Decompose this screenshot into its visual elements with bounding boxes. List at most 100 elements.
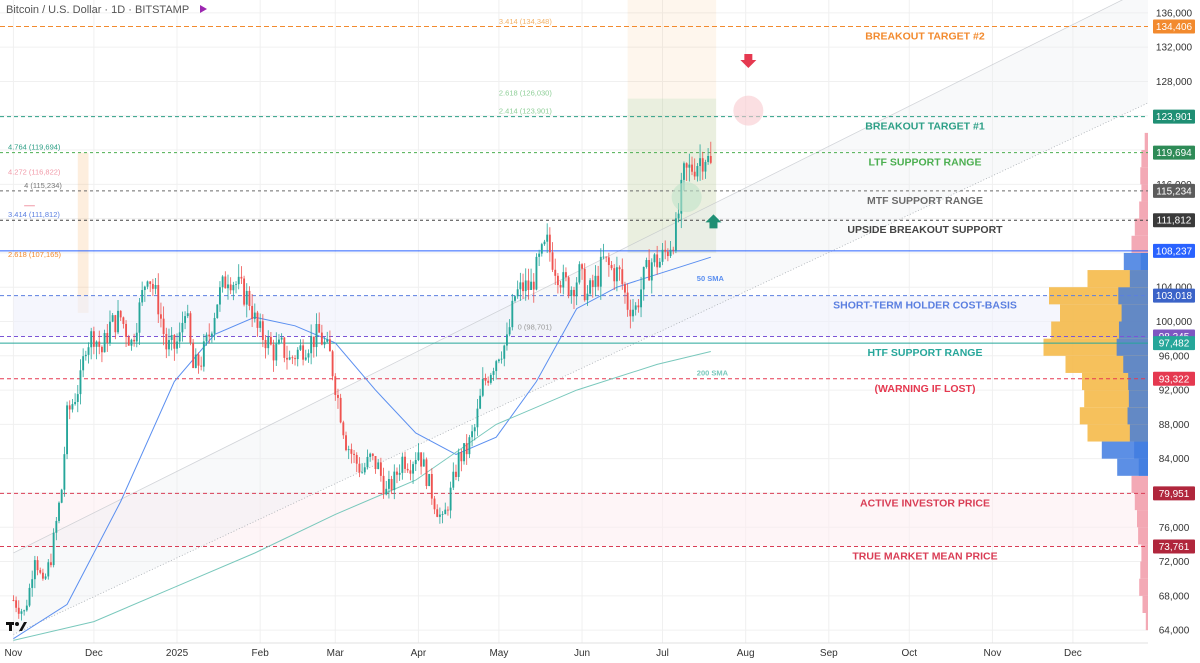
candle-body xyxy=(554,269,557,276)
candle-body xyxy=(387,479,390,489)
support-circle xyxy=(671,182,702,213)
candle-body xyxy=(47,562,50,577)
candle-body xyxy=(503,345,506,359)
candle-body xyxy=(653,254,656,263)
y-tick-label: 132,000 xyxy=(1156,43,1193,54)
candle-body xyxy=(618,267,621,270)
price-tag-bg xyxy=(1153,109,1195,124)
candle-body xyxy=(693,171,696,177)
candle-body xyxy=(66,405,68,455)
candle-body xyxy=(267,336,270,349)
candle-body xyxy=(699,158,702,167)
candle-body xyxy=(556,275,559,286)
candle-body xyxy=(363,467,366,473)
price-tags: 134,406 123,901 119,694 115,234 111,812 108,2… xyxy=(1153,19,1195,554)
candle-body xyxy=(184,316,187,323)
candle-body xyxy=(398,472,401,475)
volume-bar-inner xyxy=(1129,424,1148,442)
candle-body xyxy=(100,346,103,353)
candle-body xyxy=(106,332,109,344)
candle-body xyxy=(159,314,162,319)
y-tick-label: 104,000 xyxy=(1156,283,1193,294)
candle-body xyxy=(425,459,428,486)
x-tick-label: Jul xyxy=(656,648,669,659)
candle-body xyxy=(506,334,508,346)
candle-body xyxy=(251,305,254,319)
candle-body xyxy=(130,339,133,346)
fib-zone-orange xyxy=(627,0,717,253)
candle-body xyxy=(296,349,299,360)
candle-body xyxy=(141,290,144,303)
candle-body xyxy=(420,452,423,467)
candle-body xyxy=(310,336,313,354)
candle-body xyxy=(269,336,272,345)
candle-body xyxy=(92,331,95,347)
price-tag-bg xyxy=(1153,486,1195,501)
candle-body xyxy=(481,378,484,396)
y-tick-label: 76,000 xyxy=(1159,523,1190,534)
candle-body xyxy=(645,260,648,267)
candle-body xyxy=(696,166,699,177)
x-tick-label: Dec xyxy=(85,648,103,659)
candle-body xyxy=(484,378,487,381)
candle-body xyxy=(685,163,688,168)
candle-body xyxy=(379,462,382,476)
candle-body xyxy=(476,408,479,428)
x-tick-label: Jun xyxy=(574,648,590,659)
candle-body xyxy=(74,401,77,405)
x-tick-label: Oct xyxy=(901,648,917,659)
candle-body xyxy=(709,155,712,163)
candle-body xyxy=(666,251,669,257)
y-tick-label: 68,000 xyxy=(1159,591,1190,602)
volume-bar-inner xyxy=(1138,458,1148,476)
volume-bar-inner xyxy=(1123,355,1148,373)
candle-body xyxy=(385,488,388,495)
candle-body xyxy=(704,162,707,172)
candle-body xyxy=(170,334,173,341)
volume-bar xyxy=(1140,561,1148,579)
fib-zone-left xyxy=(77,152,89,313)
price-tag-text: 93,322 xyxy=(1159,374,1190,385)
candle-body xyxy=(581,264,583,269)
candle-body xyxy=(60,489,63,503)
candle-body xyxy=(516,289,519,297)
candle-body xyxy=(216,304,219,318)
candle-body xyxy=(90,331,93,348)
candle-body xyxy=(353,453,355,455)
candle-body xyxy=(304,357,307,360)
price-tag-text: 111,812 xyxy=(1157,216,1192,227)
arrow-up-icon xyxy=(705,214,722,229)
candle-body xyxy=(194,354,197,368)
markers xyxy=(24,54,764,229)
candle-body xyxy=(524,280,527,292)
candle-body xyxy=(176,341,178,349)
candle-body xyxy=(369,453,372,457)
candle-body xyxy=(449,487,452,511)
candle-body xyxy=(551,252,554,270)
candle-body xyxy=(157,285,160,315)
candle-body xyxy=(280,337,283,340)
volume-bar xyxy=(1144,132,1148,151)
volume-bar xyxy=(1131,235,1148,253)
candle-body xyxy=(58,502,60,521)
fib-zone-green xyxy=(627,98,717,253)
candle-body xyxy=(229,284,232,291)
y-tick-label: 136,000 xyxy=(1156,8,1193,19)
candle-body xyxy=(76,394,79,402)
candle-body xyxy=(664,249,667,252)
volume-profile xyxy=(1043,132,1148,631)
x-tick-label: Dec xyxy=(1064,648,1082,659)
level-label: BREAKOUT TARGET #2 xyxy=(865,31,985,43)
candle-body xyxy=(382,475,385,495)
candle-body xyxy=(377,462,380,470)
chart-title: Bitcoin / U.S. Dollar · 1D · BITSTAMP xyxy=(6,4,189,16)
candle-body xyxy=(597,275,600,287)
fib-label: 4 (115,234) xyxy=(24,181,62,190)
candle-body xyxy=(492,371,495,375)
candle-body xyxy=(95,341,98,347)
candle-body xyxy=(117,310,119,333)
candle-body xyxy=(656,254,659,268)
candle-body xyxy=(632,309,634,317)
volume-bar xyxy=(1139,201,1148,219)
candle-body xyxy=(178,332,181,342)
